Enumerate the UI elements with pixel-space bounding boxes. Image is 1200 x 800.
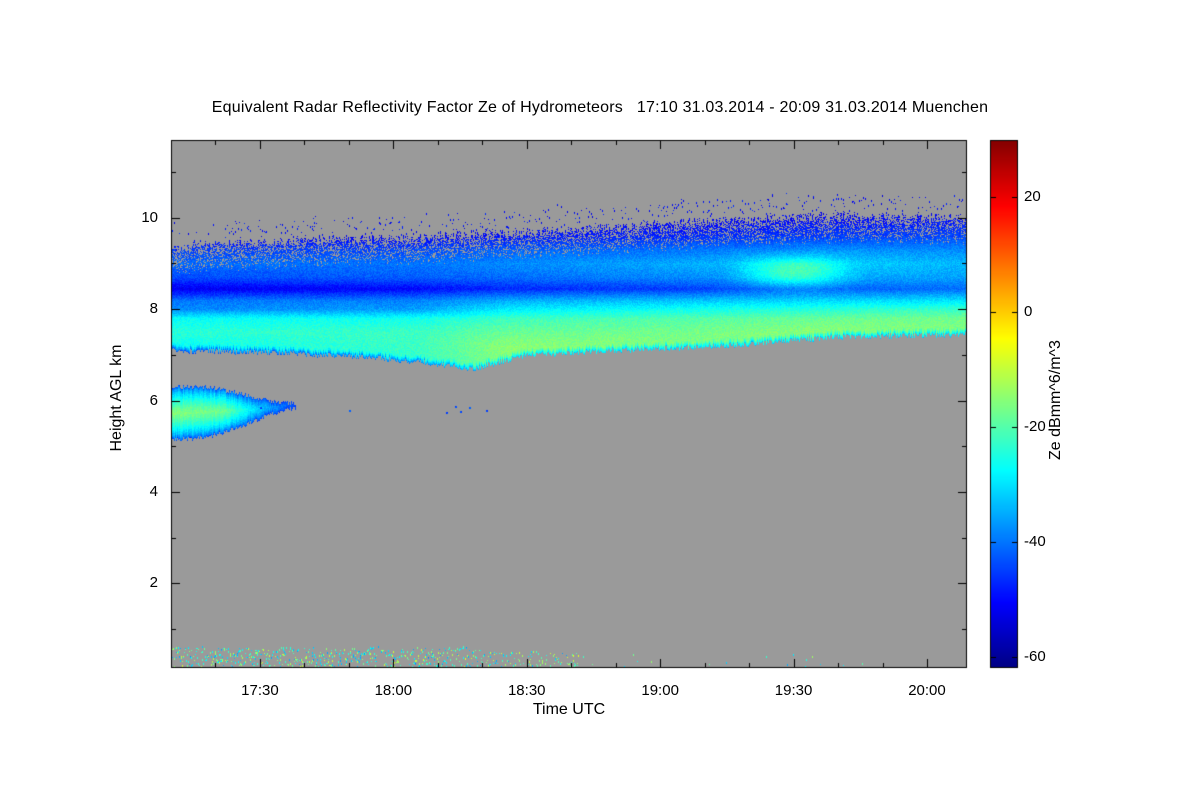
- chart-title: Equivalent Radar Reflectivity Factor Ze …: [211, 99, 989, 116]
- y-axis-label: Height AGL km: [108, 344, 125, 452]
- colorbar-label: Ze dBmm^6/m^3: [1047, 340, 1064, 460]
- x-axis-label: Time UTC: [532, 701, 606, 718]
